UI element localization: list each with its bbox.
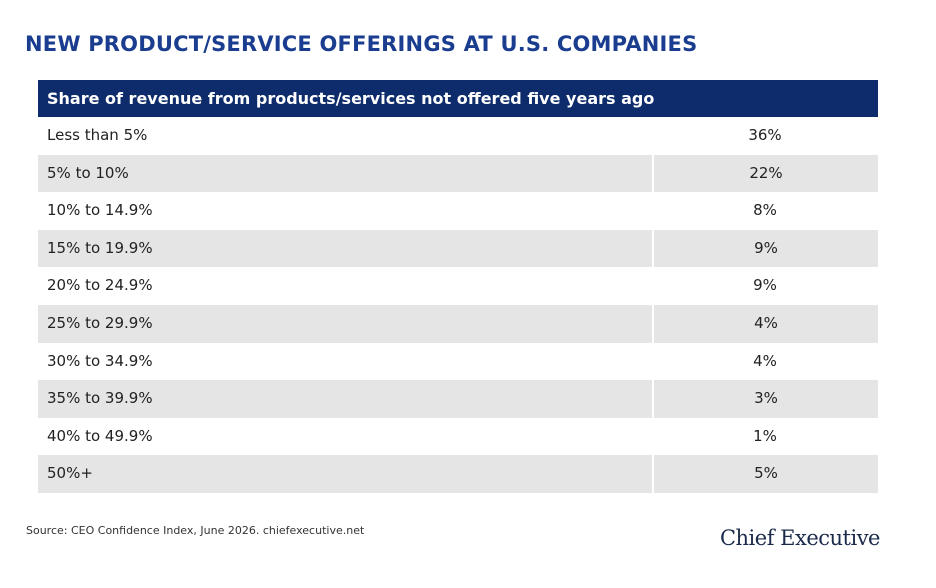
row-label: 5% to 10% bbox=[47, 163, 129, 182]
table-row: 40% to 49.9% 1% bbox=[38, 418, 878, 456]
table-row: 25% to 29.9% 4% bbox=[38, 304, 878, 343]
row-value: 4% bbox=[652, 304, 878, 343]
table-row: 50%+ 5% bbox=[38, 455, 878, 493]
row-value: 3% bbox=[652, 380, 878, 418]
row-label: 20% to 24.9% bbox=[47, 276, 153, 295]
row-label: 15% to 19.9% bbox=[47, 238, 153, 257]
table-row: 15% to 19.9% 9% bbox=[38, 229, 878, 268]
row-label: Less than 5% bbox=[47, 126, 148, 144]
row-value: 1% bbox=[753, 426, 777, 445]
row-value: 8% bbox=[753, 201, 777, 220]
row-label: 10% to 14.9% bbox=[47, 201, 153, 220]
row-label: 50%+ bbox=[47, 464, 93, 483]
logo: Chief Executive bbox=[719, 526, 881, 550]
row-value: 5% bbox=[652, 455, 878, 493]
row-value: 9% bbox=[652, 229, 878, 268]
row-value: 4% bbox=[753, 351, 777, 370]
row-value: 36% bbox=[748, 126, 782, 144]
table-row: 35% to 39.9% 3% bbox=[38, 380, 878, 418]
row-value: 9% bbox=[753, 276, 777, 295]
table: Share of revenue from products/services … bbox=[38, 80, 878, 493]
row-label: 40% to 49.9% bbox=[47, 426, 153, 445]
table-row: 10% to 14.9% 8% bbox=[38, 192, 878, 230]
table-heading: Share of revenue from products/services … bbox=[38, 80, 878, 117]
table-row: 30% to 34.9% 4% bbox=[38, 343, 878, 381]
table-row: 20% to 24.9% 9% bbox=[38, 267, 878, 305]
row-label: 25% to 29.9% bbox=[47, 313, 153, 332]
source: Source: CEO Confidence Index, June 2026.… bbox=[26, 524, 365, 537]
row-label: 30% to 34.9% bbox=[47, 351, 153, 370]
table-row: Less than 5% 36% bbox=[38, 117, 878, 155]
row-value: 22% bbox=[652, 154, 878, 193]
table-row: 5% to 10% 22% bbox=[38, 154, 878, 193]
row-label: 35% to 39.9% bbox=[47, 389, 153, 408]
title: NEW PRODUCT/SERVICE OFFERINGS AT U.S. CO… bbox=[25, 32, 698, 56]
